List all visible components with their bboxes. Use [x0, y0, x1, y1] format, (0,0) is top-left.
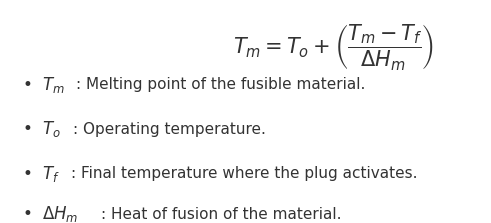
Text: : Final temperature where the plug activates.: : Final temperature where the plug activ… [71, 166, 418, 182]
Text: •: • [22, 205, 32, 223]
Text: $T_m$: $T_m$ [42, 75, 64, 95]
Text: : Melting point of the fusible material.: : Melting point of the fusible material. [76, 77, 365, 92]
Text: •: • [22, 165, 32, 183]
Text: $T_f$: $T_f$ [42, 164, 59, 184]
Text: •: • [22, 120, 32, 138]
Text: : Heat of fusion of the material.: : Heat of fusion of the material. [101, 206, 341, 222]
Text: : Operating temperature.: : Operating temperature. [73, 122, 266, 137]
Text: $\Delta H_m$: $\Delta H_m$ [42, 204, 78, 223]
Text: $T_m = T_o + \left(\dfrac{T_m - T_f}{\Delta H_m}\right)$: $T_m = T_o + \left(\dfrac{T_m - T_f}{\De… [233, 22, 435, 72]
Text: •: • [22, 76, 32, 94]
Text: $T_o$: $T_o$ [42, 119, 60, 139]
